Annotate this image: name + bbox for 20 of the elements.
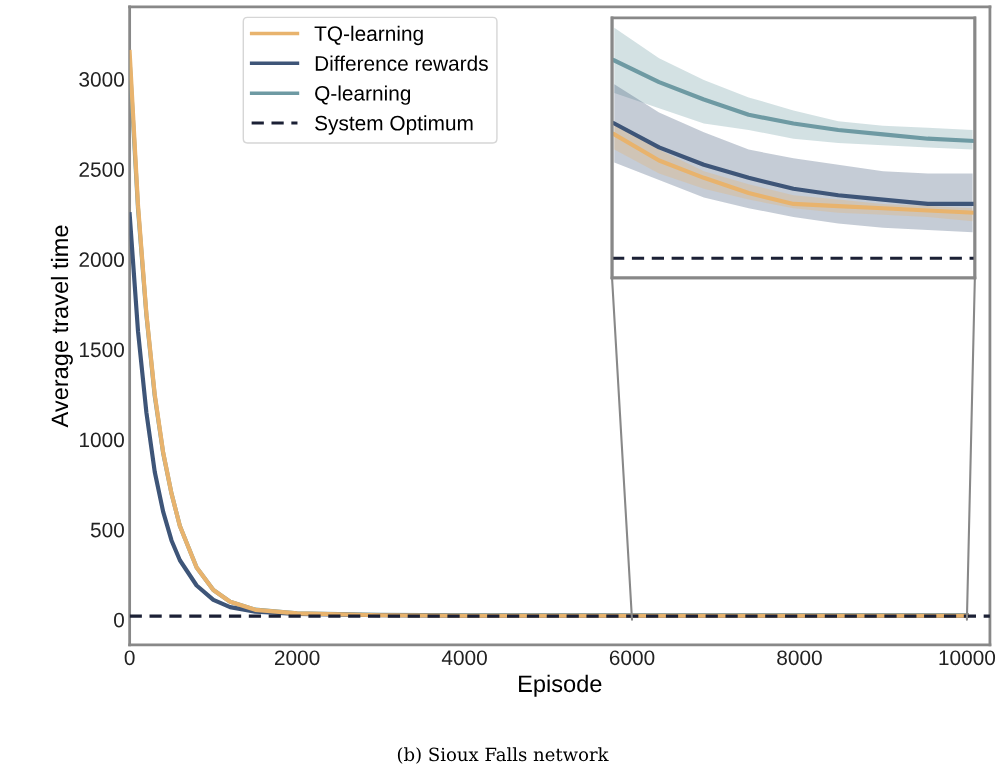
legend-label: System Optimum [315, 115, 473, 135]
y-tick-label: 3000 [79, 72, 124, 87]
x-tick-label: 10000 [939, 650, 996, 666]
y-tick-label: 2000 [79, 252, 124, 268]
x-tick-label: 4000 [441, 650, 487, 666]
x-tick-label: 8000 [777, 650, 822, 666]
x-tick-label: 6000 [609, 650, 655, 666]
legend-label: TQ-learning [314, 25, 423, 46]
y-tick-label: 2500 [79, 162, 124, 177]
y-tick-label: 1000 [80, 432, 124, 448]
y-tick-label: 1500 [80, 342, 124, 358]
x-tick-label: 0 [124, 650, 135, 666]
y-axis-title: Average travel time [50, 225, 73, 428]
x-tick-label: 2000 [274, 650, 320, 666]
legend-label: Q-learning [315, 85, 411, 105]
legend-label: Difference rewards [315, 55, 488, 71]
y-tick-label: 0 [114, 612, 124, 628]
text: (b) Sioux Falls network [397, 747, 609, 764]
x-axis-title: Episode [519, 674, 602, 697]
y-tick-label: 500 [90, 522, 124, 538]
